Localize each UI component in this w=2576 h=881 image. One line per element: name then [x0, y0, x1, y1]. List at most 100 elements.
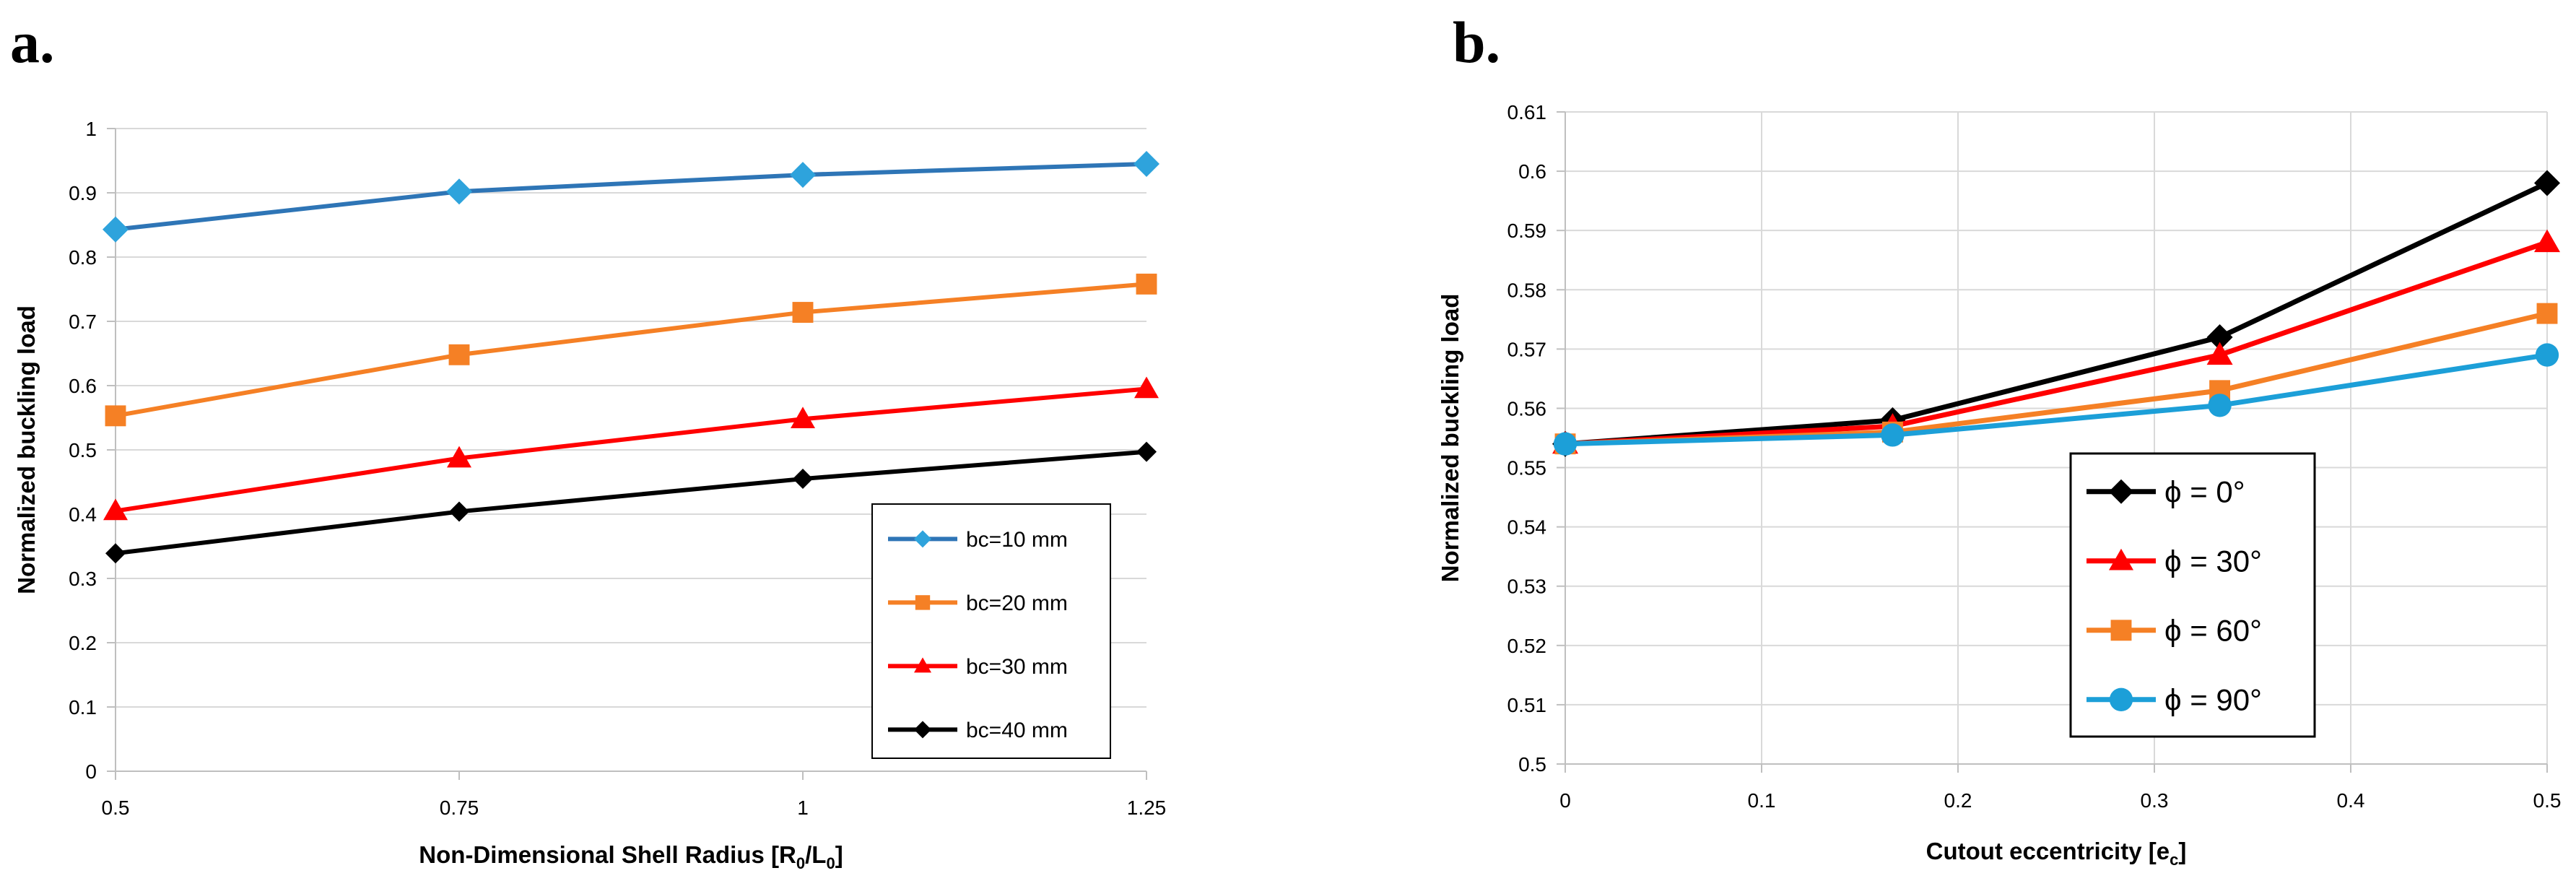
data-point	[791, 407, 815, 429]
legend-marker	[914, 657, 931, 673]
y-tick-label: 0.7	[69, 311, 97, 333]
legend-marker	[2109, 479, 2133, 504]
y-tick-label: 0.52	[1507, 635, 1547, 657]
y-tick-label: 0.56	[1507, 397, 1547, 420]
legend-entry: ϕ = 0°	[2164, 475, 2245, 509]
legend: ϕ = 0° ϕ = 30° ϕ = 60° ϕ = 90°	[2069, 452, 2316, 738]
x-tick-label: 0.5	[102, 797, 130, 819]
data-point	[1553, 432, 1578, 456]
legend-box	[871, 503, 1111, 759]
y-axis-title: Normalized buckling load	[1437, 294, 1463, 583]
x-tick-label: 0.3	[2141, 789, 2169, 812]
x-axis-title-part: Non-Dimensional Shell Radius [R	[419, 841, 796, 868]
x-axis-title-part: 0	[796, 854, 805, 872]
y-tick-label: 0.5	[1518, 753, 1546, 776]
panel-a-label: a.	[10, 9, 55, 75]
x-axis-title-part: /L	[805, 841, 826, 868]
legend-entry: ϕ = 60°	[2164, 614, 2262, 648]
y-tick-label: 0.54	[1507, 516, 1547, 539]
x-tick-label: 1.25	[1127, 797, 1167, 819]
series-line	[1565, 181, 2549, 447]
y-tick-label: 0.51	[1507, 694, 1547, 716]
legend-entry: bc=30 mm	[966, 655, 1068, 679]
series-2	[105, 273, 1157, 427]
data-point	[446, 178, 472, 205]
chart-b: 0.5 0.51 0.52 0.53 0.54 0.55 0.56 0.57 0.58 0.59 0…	[1437, 101, 2561, 869]
x-tick-label: 0.5	[2533, 789, 2562, 812]
data-point	[1134, 376, 1159, 399]
y-tick-label: 0.4	[69, 503, 97, 526]
y-tick-label: 0.3	[69, 568, 97, 590]
legend-entry: bc=40 mm	[966, 719, 1068, 742]
series-line	[115, 282, 1147, 418]
data-point	[449, 501, 469, 522]
data-point	[2536, 303, 2558, 324]
data-point	[1881, 423, 1905, 447]
data-point	[1133, 150, 1159, 177]
data-point	[2534, 170, 2560, 196]
series-3	[103, 376, 1159, 521]
legend-marker	[914, 721, 931, 739]
data-point	[105, 543, 126, 564]
x-axis-title: Cutout eccentricity [ec]	[1926, 838, 2187, 869]
legend-box	[2069, 452, 2316, 738]
data-point	[105, 405, 126, 427]
y-tick-label: 0.5	[69, 439, 97, 461]
y-tick-label: 0.53	[1507, 576, 1547, 598]
data-point	[2535, 343, 2559, 367]
y-tick-label: 0.61	[1507, 101, 1547, 123]
x-tick-label: 0.2	[1944, 789, 1972, 812]
legend-marker	[915, 595, 931, 610]
y-tick-label: 1	[85, 118, 97, 140]
y-tick-label: 0.6	[1518, 160, 1546, 183]
legend-marker	[2110, 620, 2132, 641]
data-point	[103, 498, 128, 521]
series-line	[115, 449, 1147, 556]
series-1	[103, 150, 1159, 243]
data-point	[2206, 342, 2233, 365]
data-point	[790, 162, 816, 188]
x-axis-title-part: c	[2170, 851, 2178, 869]
x-tick-label: 1	[797, 797, 809, 819]
y-tick-label: 0.55	[1507, 457, 1547, 479]
x-tick-label: 0	[1559, 789, 1571, 812]
x-tick-label: 0.1	[1748, 789, 1776, 812]
y-tick-label: 0.2	[69, 632, 97, 654]
series-1	[1552, 170, 2560, 457]
y-tick-label: 0.9	[69, 182, 97, 204]
legend-entry: bc=10 mm	[966, 528, 1068, 552]
y-tick-label: 0.59	[1507, 220, 1547, 242]
y-tick-label: 0.8	[69, 246, 97, 269]
series-line	[1565, 352, 2548, 447]
x-tick-label: 0.75	[440, 797, 479, 819]
series-line	[1565, 240, 2549, 447]
chart-a: 0 0.1 0.2 0.3 0.4 0.5 0.6 0.7 0.8 0.9 1 0.5 0.75 1 1.2…	[13, 118, 1166, 872]
data-point	[2208, 394, 2232, 417]
y-tick-label: 0	[85, 760, 97, 783]
legend-marker	[2109, 548, 2133, 570]
x-axis-title-part: ]	[2178, 838, 2186, 864]
data-point	[2534, 229, 2560, 253]
legend-entry: ϕ = 30°	[2164, 544, 2262, 578]
data-point	[792, 302, 814, 323]
legend-entry: bc=20 mm	[966, 591, 1068, 615]
series-line	[115, 161, 1147, 232]
series-4	[105, 441, 1157, 564]
x-axis-title-part: ]	[835, 841, 843, 868]
x-axis-title-part: Cutout eccentricity [e	[1926, 838, 2170, 864]
y-tick-label: 0.57	[1507, 338, 1547, 360]
x-tick-label: 0.4	[2337, 789, 2365, 812]
legend-marker	[2109, 687, 2133, 711]
legend: bc=10 mm bc=20 mm bc=30 mm bc=40 mm	[871, 503, 1111, 759]
x-axis-title-part: 0	[826, 854, 835, 872]
data-point	[1136, 273, 1157, 295]
y-axis-title: Normalized buckling load	[13, 305, 40, 594]
y-tick-label: 0.6	[69, 375, 97, 397]
data-point	[447, 446, 471, 468]
legend-entry: ϕ = 90°	[2164, 683, 2262, 717]
series-line	[115, 386, 1147, 513]
panel-b-label: b.	[1453, 9, 1501, 75]
y-tick-label: 0.58	[1507, 279, 1547, 301]
y-tick-label: 0.1	[69, 696, 97, 719]
